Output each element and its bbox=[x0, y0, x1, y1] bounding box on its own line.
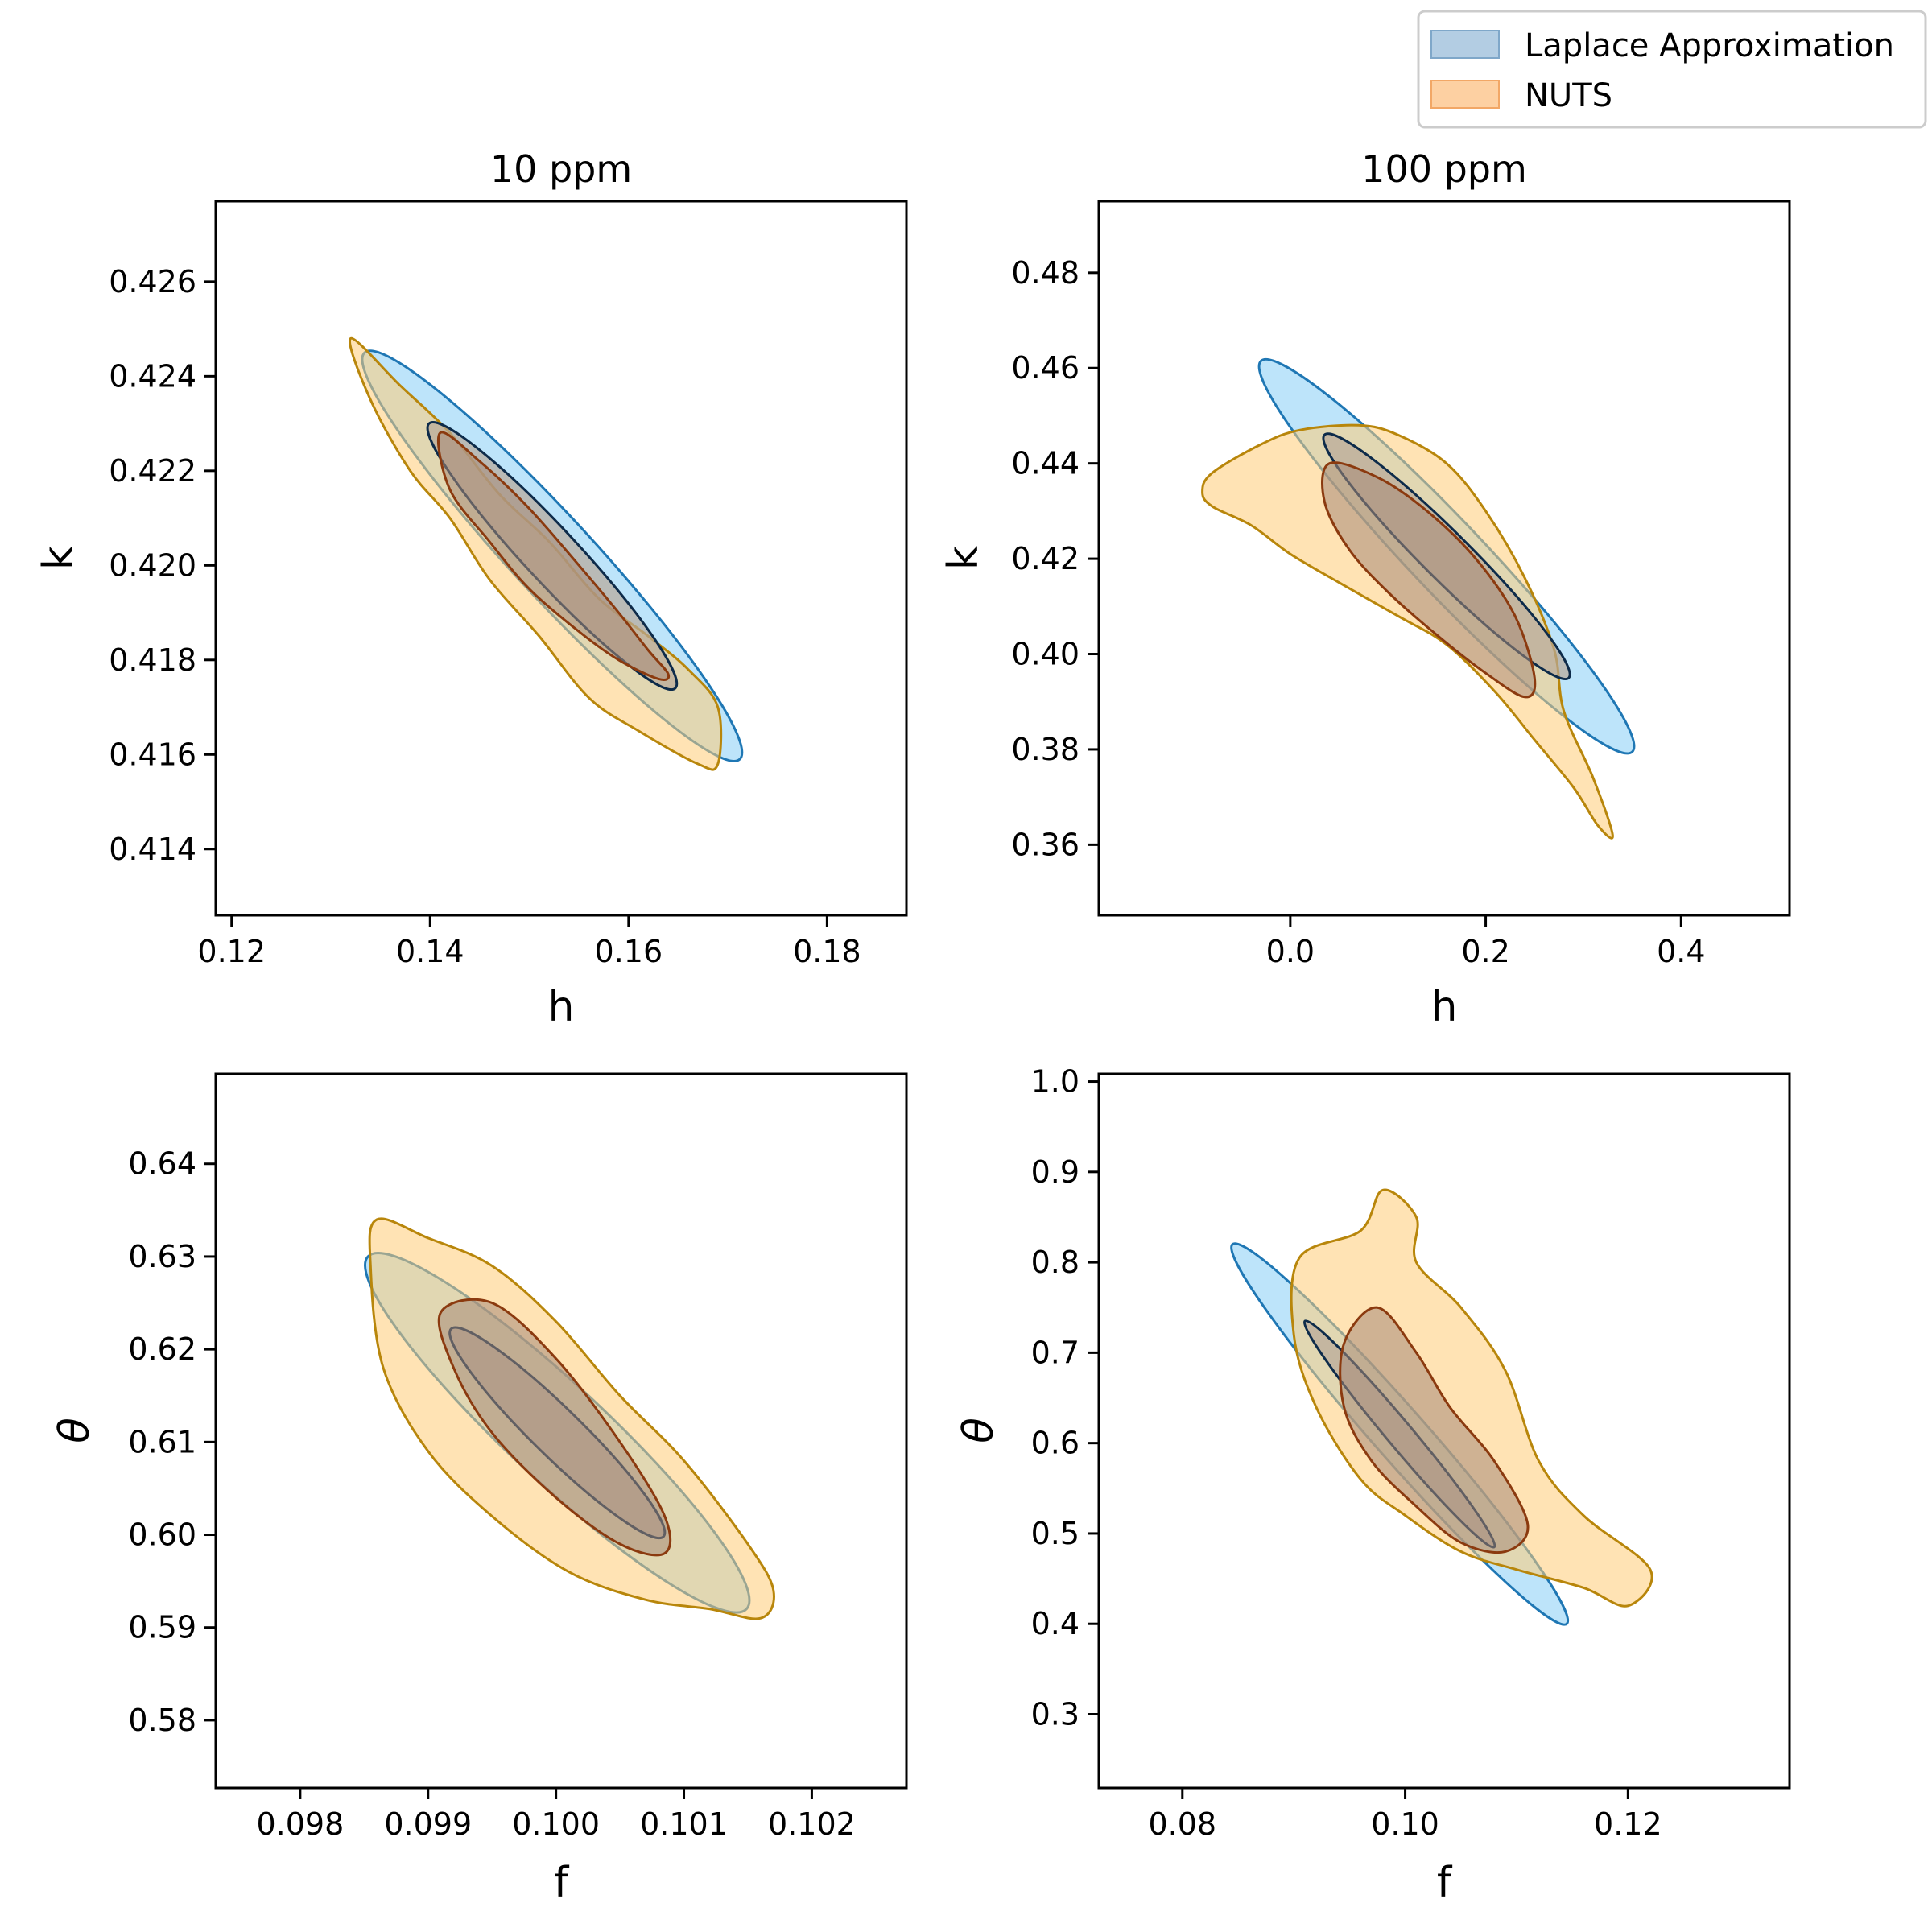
x-tick-label: 0.0 bbox=[1266, 934, 1315, 969]
legend-frame bbox=[1417, 10, 1927, 129]
y-tick-label: 0.8 bbox=[1031, 1245, 1080, 1280]
y-ticks-0: 0.414 0.416 0.418 0.420 0.422 0.424 0.426 bbox=[109, 264, 216, 867]
nuts-inner-region-2 bbox=[437, 1298, 672, 1557]
y-tick-label: 0.414 bbox=[109, 832, 196, 867]
legend-swatch-nuts bbox=[1430, 80, 1500, 109]
x-axis-label-3: f bbox=[1437, 1859, 1453, 1907]
y-tick-label: 0.42 bbox=[1011, 541, 1080, 576]
y-tick-label: 0.38 bbox=[1011, 732, 1080, 767]
panel-10ppm-hk: 10 ppm 0.12 0.14 0.16 0.18 0.4140.4160.4180… bbox=[35, 147, 908, 1031]
y-tick-label: 0.4 bbox=[1031, 1606, 1080, 1641]
y-ticks-2: 0.58 0.59 0.60 0.61 0.62 0.63 0.64 bbox=[128, 1146, 216, 1738]
y-tick-label: 0.6 bbox=[1031, 1426, 1080, 1461]
x-tick-label: 0.100 bbox=[512, 1806, 600, 1842]
x-tick-label: 0.102 bbox=[768, 1806, 856, 1842]
x-axis-label-2: f bbox=[554, 1859, 570, 1907]
nuts-inner-region-1 bbox=[1321, 461, 1537, 699]
plot-area-1 bbox=[1201, 357, 1636, 840]
x-tick-label: 0.2 bbox=[1461, 934, 1509, 969]
legend-label-nuts: NUTS bbox=[1525, 77, 1612, 114]
nuts-inner-region-0 bbox=[436, 431, 671, 681]
y-tick-label: 0.424 bbox=[109, 358, 196, 394]
x-tick-label: 0.18 bbox=[793, 934, 861, 969]
legend-swatch-laplace bbox=[1430, 30, 1500, 59]
x-tick-label: 0.14 bbox=[396, 934, 464, 969]
y-tick-label: 0.418 bbox=[109, 642, 196, 678]
y-tick-label: 0.420 bbox=[109, 547, 196, 583]
x-ticks-3: 0.08 0.10 0.12 bbox=[1148, 1788, 1662, 1842]
axes-frame-3 bbox=[1097, 1072, 1791, 1790]
x-tick-label: 0.12 bbox=[197, 934, 266, 969]
x-axis-label-0: h bbox=[548, 983, 575, 1031]
x-ticks-2: 0.098 0.099 0.100 0.101 0.102 bbox=[256, 1788, 856, 1842]
y-tick-label: 0.62 bbox=[128, 1331, 196, 1367]
x-tick-label: 0.101 bbox=[640, 1806, 728, 1842]
x-tick-label: 0.098 bbox=[256, 1806, 344, 1842]
panel-100ppm-ftheta: 0.08 0.10 0.12 0.30.40.50.60.70.80.91.0 f … bbox=[955, 1064, 1791, 1907]
x-axis-label-1: h bbox=[1431, 983, 1458, 1031]
y-tick-label: 0.48 bbox=[1011, 255, 1080, 291]
y-tick-label: 0.40 bbox=[1011, 637, 1080, 672]
y-tick-label: 0.46 bbox=[1011, 350, 1080, 386]
y-tick-label: 0.9 bbox=[1031, 1154, 1080, 1190]
y-tick-label: 0.63 bbox=[128, 1239, 196, 1274]
plot-area-2 bbox=[364, 1217, 775, 1620]
y-tick-label: 0.3 bbox=[1031, 1696, 1080, 1732]
legend-label-laplace: Laplace Approximation bbox=[1525, 27, 1894, 64]
y-axis-label-0: k bbox=[35, 546, 83, 570]
y-tick-label: 0.59 bbox=[128, 1610, 196, 1645]
plot-area-3 bbox=[1230, 1188, 1653, 1626]
y-tick-label: 0.58 bbox=[128, 1703, 196, 1738]
y-tick-label: 0.7 bbox=[1031, 1335, 1080, 1370]
y-tick-label: 0.422 bbox=[109, 453, 196, 489]
y-axis-label-2: θ bbox=[51, 1418, 99, 1443]
x-tick-label: 0.12 bbox=[1594, 1806, 1662, 1842]
x-tick-label: 0.16 bbox=[595, 934, 663, 969]
y-axis-label-1: k bbox=[939, 546, 988, 570]
nuts-outer-region-1 bbox=[1201, 423, 1614, 840]
plot-area-0 bbox=[349, 336, 744, 771]
y-tick-label: 0.416 bbox=[109, 737, 196, 772]
axes-frame-0 bbox=[214, 200, 908, 917]
y-ticks-3: 0.3 0.4 0.5 0.6 0.7 0.8 0.9 1.0 bbox=[1031, 1064, 1099, 1732]
y-tick-label: 0.426 bbox=[109, 264, 196, 299]
nuts-inner-region-3 bbox=[1339, 1306, 1530, 1554]
x-tick-label: 0.4 bbox=[1657, 934, 1705, 969]
panel-100ppm-hk: 100 ppm 0.0 0.2 0.4 0.360.380.400.420.440.… bbox=[939, 147, 1791, 1031]
y-tick-label: 0.60 bbox=[128, 1517, 196, 1553]
legend: Laplace Approximation NUTS bbox=[1417, 10, 1927, 129]
x-tick-label: 0.099 bbox=[384, 1806, 472, 1842]
panel-title-100ppm: 100 ppm bbox=[1361, 147, 1527, 191]
x-tick-label: 0.10 bbox=[1371, 1806, 1439, 1842]
y-tick-label: 1.0 bbox=[1031, 1064, 1080, 1100]
y-axis-label-3: θ bbox=[955, 1418, 1003, 1443]
x-tick-label: 0.08 bbox=[1148, 1806, 1216, 1842]
panel-title-10ppm: 10 ppm bbox=[490, 147, 632, 191]
y-tick-label: 0.61 bbox=[128, 1424, 196, 1459]
y-ticks-1: 0.36 0.38 0.40 0.42 0.44 0.46 0.48 bbox=[1011, 255, 1099, 862]
y-tick-label: 0.64 bbox=[128, 1146, 196, 1182]
panel-10ppm-ftheta: 0.098 0.099 0.100 0.101 0.102 0.580.590.600.… bbox=[51, 1072, 908, 1907]
x-ticks-1: 0.0 0.2 0.4 bbox=[1266, 915, 1706, 969]
axes-frame-2 bbox=[214, 1072, 908, 1790]
y-tick-label: 0.44 bbox=[1011, 446, 1080, 481]
y-tick-label: 0.5 bbox=[1031, 1516, 1080, 1551]
y-tick-label: 0.36 bbox=[1011, 827, 1080, 862]
x-ticks-0: 0.12 0.14 0.16 0.18 bbox=[197, 915, 861, 969]
nuts-outer-region-3 bbox=[1290, 1188, 1653, 1608]
